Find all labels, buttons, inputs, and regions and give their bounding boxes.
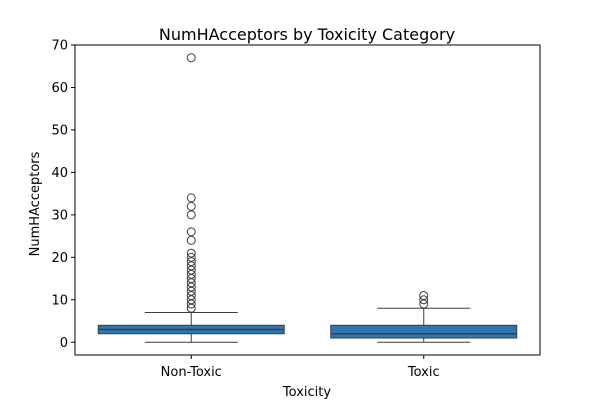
y-axis-label: NumHAcceptors [28, 151, 43, 256]
y-tick-label: 40 [51, 166, 68, 181]
box-non-toxic [97, 53, 285, 343]
outlier-point [186, 248, 196, 258]
y-axis: 0 10 20 30 40 50 60 70 [51, 39, 75, 351]
y-tick-label: 30 [51, 208, 68, 223]
y-tick-label: 60 [51, 81, 68, 96]
outlier-point [419, 295, 429, 305]
plot-area [97, 53, 518, 343]
chart-title: NumHAcceptors by Toxicity Category [159, 25, 455, 44]
outlier-point [419, 291, 429, 301]
outlier-point [186, 210, 196, 220]
outlier-point [186, 193, 196, 203]
plot-frame [74, 44, 541, 356]
x-tick-label: Toxic [407, 365, 440, 380]
y-tick-label: 20 [51, 251, 68, 266]
x-axis-label: Toxicity [282, 385, 331, 400]
y-tick-label: 50 [51, 123, 68, 138]
outlier-point [186, 252, 196, 262]
box-toxic [330, 291, 518, 343]
outlier-point [186, 235, 196, 245]
outlier-point [186, 201, 196, 211]
outlier-point [186, 53, 196, 63]
outlier-point [186, 227, 196, 237]
x-tick-label: Non-Toxic [161, 365, 222, 380]
y-tick-label: 70 [51, 39, 68, 54]
x-axis: Non-Toxic Toxic [161, 355, 440, 380]
y-tick-label: 0 [60, 336, 68, 351]
y-tick-label: 10 [51, 293, 68, 308]
iqr-box [330, 324, 518, 339]
